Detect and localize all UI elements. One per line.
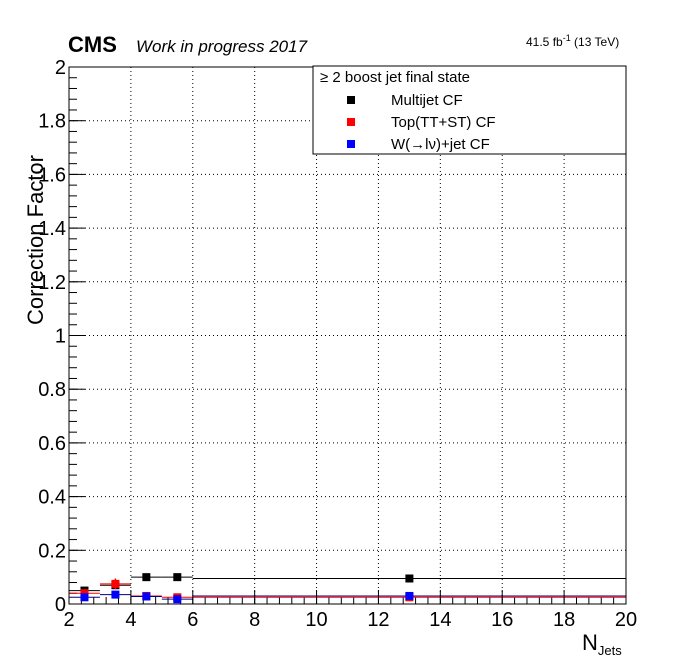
legend-label: W(→lν)+jet CF (391, 136, 490, 153)
axis-ticks (68, 66, 627, 605)
x-tick-label: 14 (429, 609, 451, 631)
legend: ≥ 2 boost jet final state Multijet CF Top… (312, 65, 627, 155)
tick-labels: 2 4 6 8 10 12 14 16 18 20 0 0.2 0.4 0.6 0.8 1 1.2 1.4 1.6 1… (38, 57, 637, 631)
data-point (111, 579, 120, 588)
legend-entries: Multijet CF Top(TT+ST) CF W(→lν)+jet CF (347, 92, 496, 153)
x-tick-label: 16 (491, 609, 513, 631)
data-point (111, 590, 120, 599)
x-tick-label: 6 (187, 609, 198, 631)
legend-marker (347, 118, 355, 126)
legend-box (312, 65, 627, 155)
y-tick-label: 1.6 (38, 164, 66, 186)
x-tick-label: 10 (305, 609, 327, 631)
status-label: Work in progress 2017 (136, 37, 308, 56)
y-tick-label: 0 (55, 594, 66, 616)
data-point (80, 593, 89, 602)
y-tick-label: 1.8 (38, 111, 66, 133)
series-layer (69, 573, 626, 604)
x-tick-label: 4 (125, 609, 136, 631)
y-tick-label: 2 (55, 57, 66, 79)
lumi-exponent: -1 (563, 33, 571, 43)
x-tick-label: 8 (249, 609, 260, 631)
y-tick-label: 0.4 (38, 487, 66, 509)
legend-marker (347, 140, 355, 148)
y-tick-label: 1.2 (38, 272, 66, 294)
y-tick-label: 0.6 (38, 433, 66, 455)
data-point (405, 574, 414, 583)
experiment-label: CMS (68, 32, 117, 57)
x-axis-title: NJets (582, 630, 622, 658)
series-2 (69, 590, 626, 604)
lumi-value: 41.5 fb (526, 35, 563, 49)
data-point (80, 589, 89, 598)
legend-marker (347, 96, 355, 104)
y-tick-label: 1.4 (38, 218, 66, 240)
series-0 (69, 573, 626, 595)
x-axis-title-main: N (582, 630, 598, 655)
data-point (173, 595, 182, 604)
y-tick-label: 1 (55, 326, 66, 348)
x-tick-label: 2 (63, 609, 74, 631)
x-axis-title-sub: Jets (598, 643, 622, 658)
data-point (173, 573, 182, 582)
y-tick-label: 0.2 (38, 540, 66, 562)
x-tick-label: 12 (367, 609, 389, 631)
y-axis-title: Correction Factor (23, 155, 48, 325)
x-tick-label: 18 (553, 609, 575, 631)
series-1 (69, 578, 626, 602)
y-tick-label: 0.8 (38, 379, 66, 401)
data-point (142, 573, 151, 582)
data-point (142, 592, 151, 601)
data-point (405, 591, 414, 600)
legend-label: Top(TT+ST) CF (391, 114, 496, 131)
legend-header: ≥ 2 boost jet final state (320, 69, 470, 86)
legend-label: Multijet CF (391, 92, 463, 109)
lumi-energy: (13 TeV) (571, 35, 619, 49)
x-tick-label: 20 (615, 609, 637, 631)
lumi-label: 41.5 fb-1 (13 TeV) (526, 33, 619, 49)
